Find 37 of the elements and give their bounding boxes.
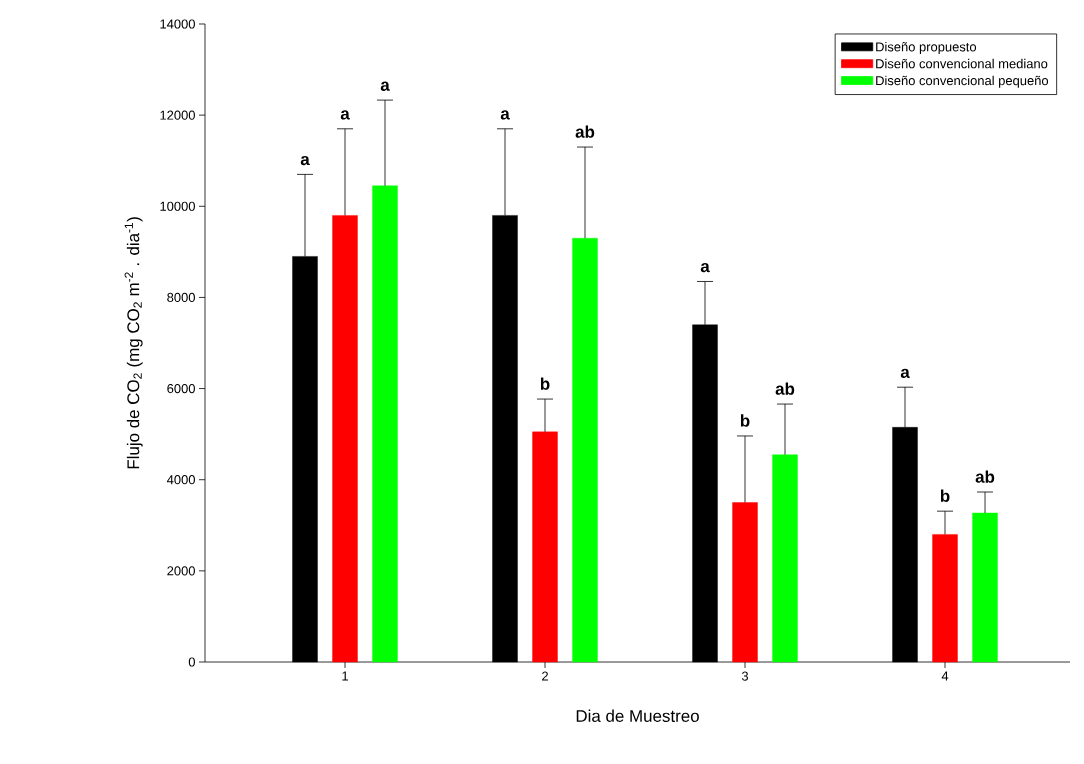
annotation: b [540,377,550,390]
x-tick-label: 4 [941,671,949,681]
y-tick-label: 14000 [160,19,195,29]
y-tick-label: 2000 [167,566,195,576]
legend-label: Diseño convencional pequeño [876,75,1049,88]
bar [732,502,758,663]
x-axis-title: Dia de Muestreo [576,709,699,722]
bar [372,185,398,663]
x-tick-label: 2 [542,671,548,681]
y-tick-label: 12000 [160,110,195,120]
bar [572,237,598,663]
annotation: ab [975,470,995,483]
bar [972,512,998,663]
annotation: a [380,81,390,91]
annotation: b [740,414,750,427]
text: Flujo de CO$_{2}$ (mg CO$_{2}$ m$^{-2}$ . dia$^{-1}$) [124,217,143,469]
annotation: a [700,263,710,273]
y-tick-label: 6000 [167,383,195,394]
x-tick-label: 3 [741,671,749,681]
annotation: a [340,110,350,120]
y-tick-label: 4000 [166,475,195,485]
annotation: a [300,155,310,166]
legend-label: Diseño convencional mediano [876,58,1048,69]
y-tick-label: 10000 [160,201,195,211]
bar [772,454,798,663]
annotation: b [940,489,950,502]
legend-label: Diseño propuesto [876,41,977,55]
bar [332,215,358,663]
x-tick-label: 1 [342,671,348,681]
y-tick-label: 8000 [167,292,195,303]
bar [532,431,558,663]
annotation: a [900,368,910,379]
annotation: ab [775,382,795,395]
y-tick-label: 0 [188,657,195,667]
annotation: ab [575,125,595,138]
bar [932,534,958,663]
annotation: a [500,110,510,120]
